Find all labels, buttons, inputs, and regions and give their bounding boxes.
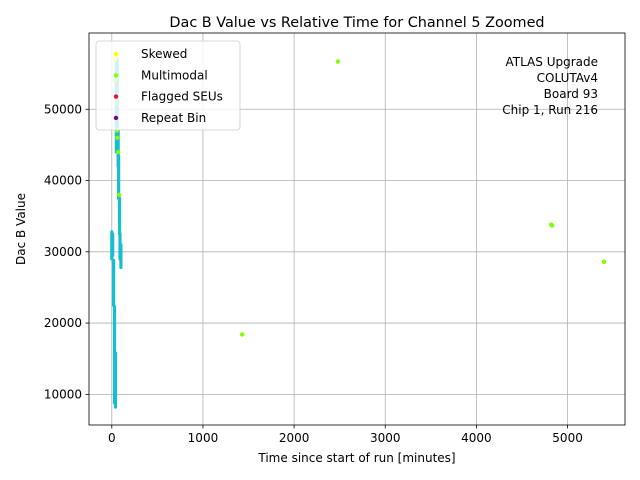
x-tick-label: 0 [108, 431, 116, 445]
x-tick-label: 1000 [188, 431, 219, 445]
x-tick-label: 5000 [552, 431, 583, 445]
x-axis-label: Time since start of run [minutes] [257, 451, 455, 465]
y-tick-label: 30000 [44, 245, 82, 259]
legend-label-flagged-seus: Flagged SEUs [141, 90, 223, 104]
multimodal-point [115, 135, 120, 140]
y-tick-label: 50000 [44, 102, 82, 116]
multimodal-point [239, 332, 245, 337]
legend: Skewed Multimodal Flagged SEUs Repeat Bin [95, 40, 241, 131]
legend-marker-multimodal [113, 73, 119, 78]
multimodal-point [115, 149, 121, 155]
legend-label-repeat-bin: Repeat Bin [141, 111, 206, 125]
y-tick-label: 10000 [44, 387, 82, 401]
multimodal-point [116, 192, 122, 197]
multimodal-point [335, 59, 341, 64]
x-tick-label: 4000 [461, 431, 492, 445]
legend-marker-repeat-bin [113, 115, 119, 121]
annotation-line: COLUTAv4 [537, 71, 598, 85]
legend-label-skewed: Skewed [141, 47, 187, 61]
legend-marker-skewed [113, 51, 119, 57]
annotation-line: Chip 1, Run 216 [502, 103, 598, 117]
chart-title: Dac B Value vs Relative Time for Channel… [169, 15, 544, 31]
y-tick-label: 20000 [44, 316, 82, 330]
y-tick-label: 40000 [44, 174, 82, 188]
annotation-line: Board 93 [544, 87, 598, 101]
y-axis-label: Dac B Value [14, 193, 28, 265]
y-axis-ticks: 10000 20000 30000 40000 50000 [44, 102, 89, 401]
x-tick-label: 2000 [279, 431, 310, 445]
multimodal-point [549, 223, 555, 228]
multimodal-point [601, 259, 607, 264]
x-tick-label: 3000 [370, 431, 401, 445]
legend-box [95, 40, 241, 131]
plot-frame [88, 32, 626, 426]
annotation-line: ATLAS Upgrade [505, 55, 598, 69]
annotation-box: ATLAS Upgrade COLUTAv4 Board 93 Chip 1, Run… [502, 55, 598, 117]
x-axis-ticks: 0 1000 2000 3000 4000 5000 [108, 425, 583, 445]
legend-label-multimodal: Multimodal [141, 68, 208, 82]
legend-marker-flagged-seus [113, 94, 119, 99]
